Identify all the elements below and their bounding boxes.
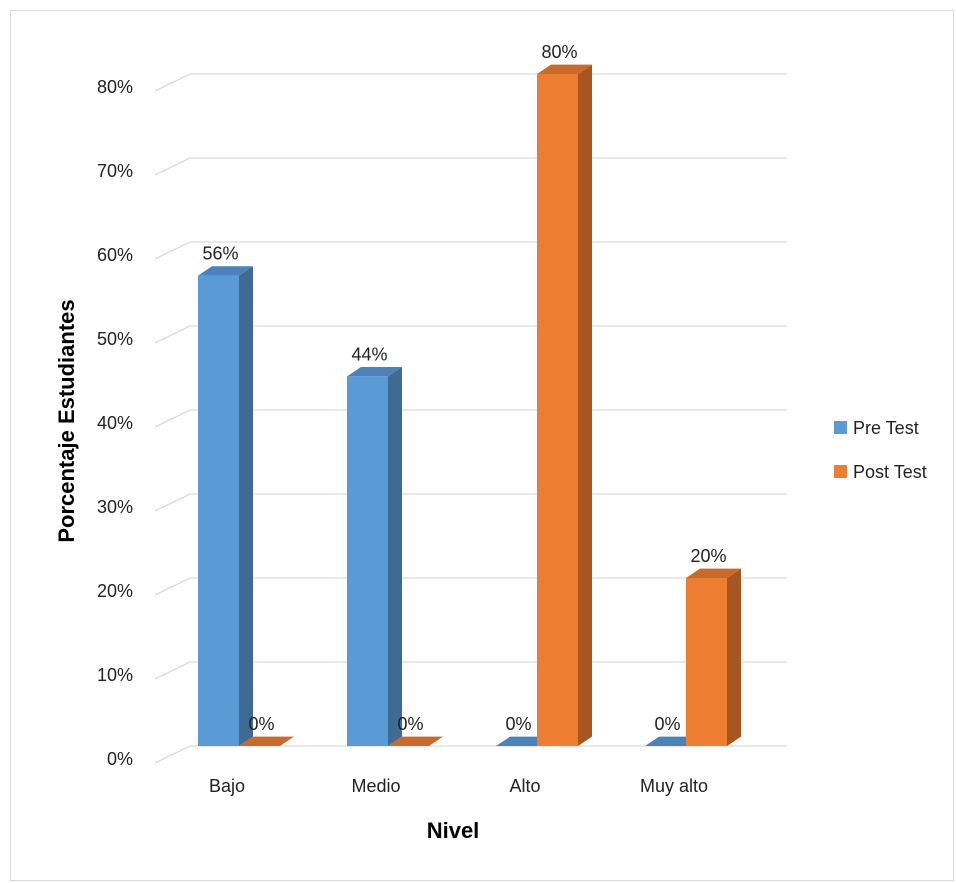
gridline (154, 157, 787, 176)
x-tick-label: Alto (509, 776, 540, 796)
bar-side (578, 64, 592, 746)
data-label: 0% (654, 714, 680, 734)
bar (686, 578, 727, 746)
bar-top (239, 736, 294, 746)
data-label: 0% (248, 714, 274, 734)
legend-swatch (834, 421, 847, 434)
x-axis-ticks: Bajo Medio Alto Muy alto (209, 776, 708, 796)
x-tick-label: Medio (351, 776, 400, 796)
bar (198, 275, 239, 746)
data-label: 44% (351, 344, 387, 364)
data-label: 0% (397, 714, 423, 734)
data-label: 0% (505, 714, 531, 734)
y-tick-label: 20% (97, 581, 133, 601)
data-labels: 56% 0% 44% 0% 0% 80% 0% 20% (202, 42, 726, 734)
y-tick-label: 80% (97, 77, 133, 97)
bar (347, 376, 388, 746)
legend-label: Post Test (853, 462, 927, 482)
chart-frame (10, 10, 954, 881)
bar-side (239, 266, 253, 746)
bar-top (537, 64, 592, 74)
bar (537, 74, 578, 746)
x-tick-label: Bajo (209, 776, 245, 796)
x-tick-label: Muy alto (640, 776, 708, 796)
y-tick-label: 70% (97, 161, 133, 181)
y-tick-label: 40% (97, 413, 133, 433)
x-axis-title: Nivel (427, 818, 480, 843)
gridline (154, 73, 787, 92)
y-tick-label: 0% (107, 749, 133, 769)
data-label: 56% (202, 244, 238, 264)
gridline (154, 745, 787, 764)
y-tick-label: 10% (97, 665, 133, 685)
gridline (154, 241, 787, 260)
bar-top (347, 367, 402, 377)
bar-top (686, 568, 741, 578)
y-tick-label: 30% (97, 497, 133, 517)
legend-swatch (834, 465, 847, 478)
bar-top (388, 736, 443, 746)
bar-top (198, 266, 253, 276)
y-tick-label: 50% (97, 329, 133, 349)
y-axis-title: Porcentaje Estudiantes (54, 299, 79, 542)
data-label: 20% (690, 546, 726, 566)
data-label: 80% (541, 42, 577, 62)
legend-label: Pre Test (853, 418, 919, 438)
bar-side (388, 367, 402, 746)
y-tick-label: 60% (97, 245, 133, 265)
legend: Pre Test Post Test (834, 418, 927, 482)
bar-side (727, 568, 741, 746)
y-axis-ticks: 0% 10% 20% 30% 40% 50% 60% 70% 80% (97, 77, 133, 769)
bars (198, 64, 741, 746)
